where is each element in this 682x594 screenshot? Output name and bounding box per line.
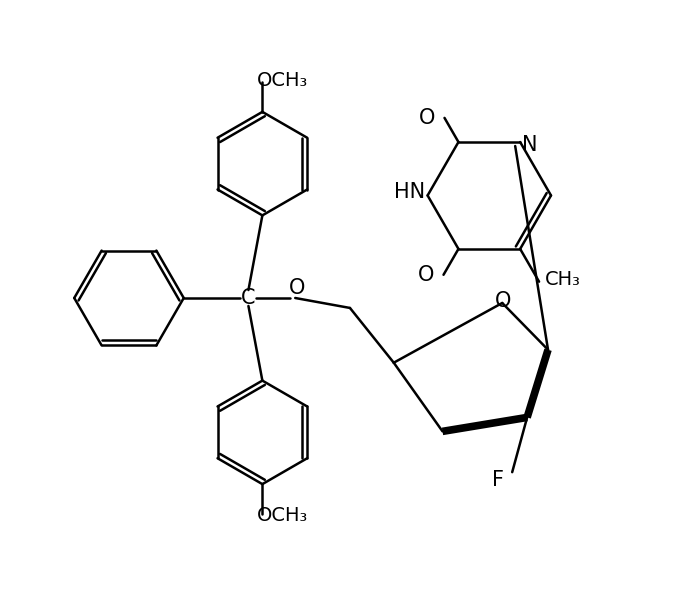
Text: N: N [522, 135, 538, 155]
Text: OCH₃: OCH₃ [256, 71, 308, 90]
Text: O: O [419, 108, 435, 128]
Text: F: F [492, 470, 504, 490]
Text: C: C [241, 288, 256, 308]
Text: CH₃: CH₃ [545, 270, 581, 289]
Text: O: O [417, 265, 434, 285]
Text: O: O [495, 291, 512, 311]
Text: O: O [289, 278, 306, 298]
Text: OCH₃: OCH₃ [256, 507, 308, 526]
Text: HN: HN [394, 182, 426, 203]
